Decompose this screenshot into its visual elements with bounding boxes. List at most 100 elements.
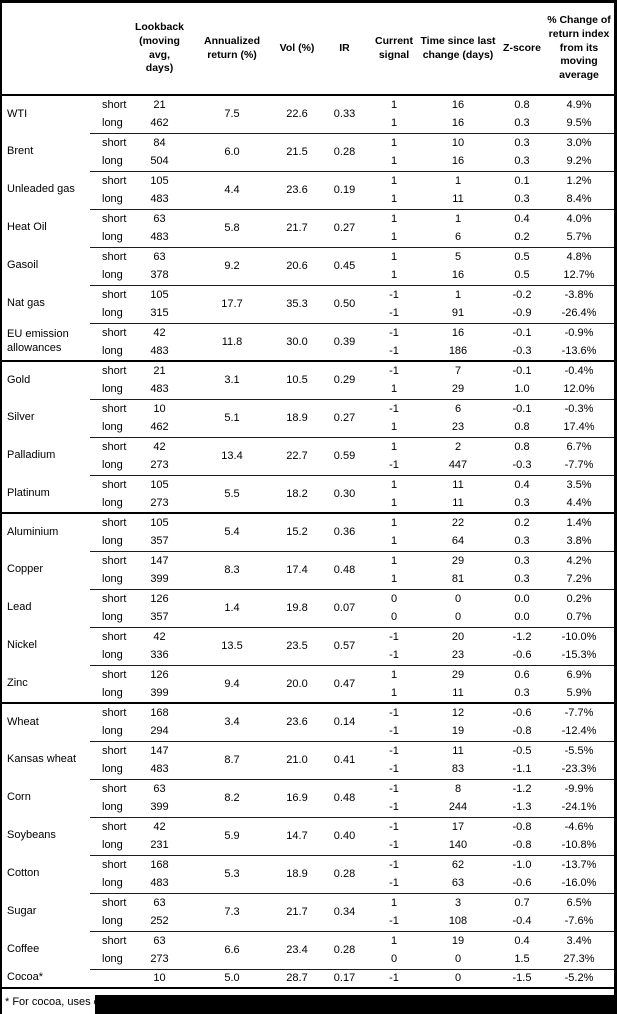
lookback-cell: 63 — [132, 246, 187, 266]
pct-change-cell: 4.9% — [566, 99, 592, 111]
horizon-cell: long — [102, 345, 123, 357]
zscore-cell: -0.8 — [512, 839, 532, 852]
ir-cell: 0.27 — [317, 398, 372, 437]
zscore-cell: 0.2 — [514, 231, 530, 244]
current-signal-cell: -1 — [372, 854, 416, 874]
time-since-cell: 140 — [448, 839, 468, 852]
table-row: Coffee short 63 6.6 23.4 0.28 1 19 0.4 3.4% — [2, 930, 614, 969]
table-row: long 252 -1 108 -0.4 -7.6% — [2, 912, 614, 931]
time-since-cell: 17 — [416, 816, 500, 836]
annualized-return-cell: 13.5 — [187, 626, 277, 665]
current-signal-cell: 1 — [390, 155, 398, 168]
vol-cell: 35.3 — [277, 284, 317, 323]
horizon-cell: short — [90, 854, 132, 874]
current-signal-cell: 1 — [372, 474, 416, 494]
vol-cell: 16.9 — [277, 778, 317, 817]
lookback-cell: 483 — [150, 877, 169, 890]
zscore-cell: 0.7 — [500, 892, 544, 912]
zscore-cell: 0.3 — [500, 550, 544, 570]
pct-change-cell: 0.2% — [544, 588, 614, 608]
column-header: Time since last change (days) — [416, 3, 500, 96]
time-since-cell: 91 — [451, 307, 465, 320]
table-header: Lookback (moving avg, days) Annualized re… — [2, 3, 614, 96]
ir-cell: 0.33 — [333, 108, 356, 121]
table-row: long 273 -1 447 -0.3 -7.7% — [2, 456, 614, 475]
time-since-cell: 5 — [416, 246, 500, 266]
horizon-cell: long — [102, 459, 123, 472]
lookback-cell: 105 — [132, 170, 187, 190]
pct-change-cell: 3.4% — [544, 930, 614, 950]
horizon-cell: long — [102, 953, 123, 966]
table-row: long 294 -1 19 -0.8 -12.4% — [2, 722, 614, 741]
lookback-cell: 147 — [132, 550, 187, 570]
commodity-name-cell: Sugar — [7, 905, 37, 918]
pct-change-cell: 4.2% — [544, 550, 614, 570]
annualized-return-cell: 6.0 — [187, 132, 277, 171]
current-signal-cell: -1 — [389, 459, 399, 472]
horizon-cell: short — [90, 360, 132, 380]
ir-cell: 0.14 — [317, 702, 372, 741]
zscore-cell: 0.3 — [514, 117, 530, 130]
current-signal-cell: -1 — [372, 816, 416, 836]
table-row: long 483 -1 83 -1.1 -23.3% — [2, 760, 614, 779]
horizon-cell: long — [102, 383, 123, 396]
annualized-return-cell: 3.4 — [187, 702, 277, 741]
pct-change-cell: -13.6% — [561, 345, 597, 357]
pct-change-cell: -16.0% — [561, 877, 597, 890]
horizon-cell: long — [102, 497, 123, 509]
table-row: long 483 -1 186 -0.3 -13.6% — [2, 342, 614, 361]
lookback-cell: 63 — [132, 930, 187, 950]
lookback-cell: 126 — [132, 588, 187, 608]
horizon-cell: short — [90, 284, 132, 304]
current-signal-cell: -1 — [389, 801, 399, 814]
annualized-return-cell: 5.9 — [187, 816, 277, 855]
horizon-cell: long — [102, 725, 123, 738]
zscore-cell: -0.6 — [512, 877, 532, 890]
vol-cell: 20.6 — [277, 246, 317, 285]
commodity-name-cell: Palladium — [7, 449, 56, 462]
commodity-name-cell: Nat gas — [7, 297, 45, 310]
current-signal-cell: -1 — [372, 702, 416, 722]
vol-cell: 23.6 — [277, 170, 317, 209]
current-signal-cell: -1 — [372, 360, 416, 380]
vol-cell: 21.7 — [277, 208, 317, 247]
vol-cell: 21.0 — [277, 740, 317, 779]
pct-change-cell: 5.9% — [566, 687, 592, 699]
ir-cell: 0.39 — [317, 322, 372, 361]
current-signal-cell: 1 — [390, 687, 398, 699]
horizon-cell: long — [102, 231, 123, 244]
header-empty-cell — [2, 3, 132, 96]
commodity-name-cell: Wheat — [2, 702, 90, 741]
time-since-cell: 0 — [416, 588, 500, 608]
lookback-cell: 105 — [132, 474, 187, 494]
annualized-return-cell: 7.5 — [224, 108, 240, 121]
lookback-cell: 63 — [132, 892, 187, 912]
time-since-cell: 6 — [416, 398, 500, 418]
signals-table: Lookback (moving avg, days) Annualized re… — [2, 3, 614, 989]
commodity-name-cell: Gasoil — [7, 259, 39, 272]
pct-change-cell: -9.9% — [544, 778, 614, 798]
commodity-name-cell: Soybeans — [7, 829, 56, 842]
vol-cell: 21.7 — [277, 892, 317, 931]
horizon-cell: long — [102, 611, 123, 624]
horizon-cell: long — [102, 155, 123, 168]
lookback-cell: 357 — [150, 535, 169, 548]
time-since-cell: 108 — [448, 915, 468, 928]
pct-change-cell: -7.6% — [564, 915, 594, 928]
lookback-cell: 252 — [150, 915, 169, 928]
zscore-cell: 0.4 — [500, 474, 544, 494]
zscore-cell: -0.8 — [512, 725, 532, 738]
table-row: Sugar short 63 7.3 21.7 0.34 1 3 0.7 6.5% — [2, 892, 614, 931]
annualized-return-cell: 8.3 — [187, 550, 277, 589]
current-signal-cell: -1 — [389, 307, 399, 320]
lookback-cell: 462 — [150, 421, 169, 434]
current-signal-cell: 1 — [372, 664, 416, 684]
column-header: IR — [317, 3, 372, 96]
lookback-cell: 378 — [150, 269, 169, 282]
lookback-cell: 357 — [150, 611, 169, 624]
time-since-cell: 20 — [416, 626, 500, 646]
pct-change-cell: -7.7% — [544, 702, 614, 722]
lookback-cell: 273 — [150, 497, 169, 509]
horizon-cell: short — [90, 512, 132, 532]
horizon-cell: long — [102, 839, 123, 852]
